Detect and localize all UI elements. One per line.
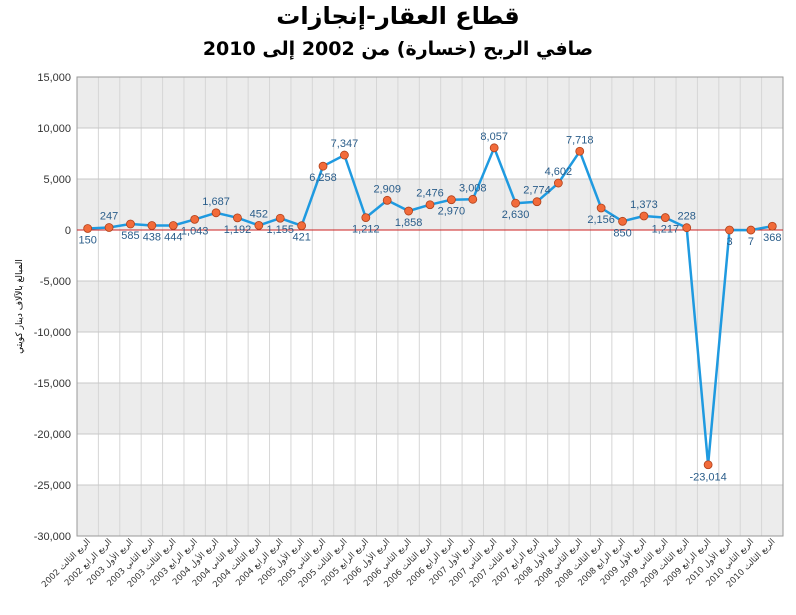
data-label: 2,476 — [416, 188, 444, 200]
data-label: 368 — [763, 232, 781, 244]
data-label: 1,192 — [224, 224, 252, 236]
data-label: 1,687 — [202, 196, 230, 208]
data-point — [511, 198, 520, 208]
data-label: 228 — [678, 211, 696, 223]
data-label: 247 — [100, 210, 118, 222]
y-tick-label: -20,000 — [34, 429, 71, 441]
data-point — [553, 178, 563, 188]
data-label: 2,630 — [502, 209, 530, 221]
data-point — [382, 195, 392, 205]
data-label: 2,909 — [373, 183, 401, 195]
data-point — [425, 200, 435, 210]
data-point — [254, 220, 264, 230]
data-label: 7,718 — [566, 134, 594, 146]
data-label: 2,970 — [438, 206, 466, 218]
data-label: 1,217 — [652, 224, 680, 236]
data-label: 850 — [613, 227, 631, 239]
data-label: 2,774 — [523, 185, 551, 197]
data-point — [639, 211, 649, 221]
data-point — [361, 213, 371, 223]
data-point — [703, 460, 713, 470]
data-point — [318, 161, 328, 171]
plot-band — [77, 230, 783, 281]
data-point — [168, 221, 178, 230]
y-tick-label: -15,000 — [34, 378, 71, 390]
data-point — [83, 224, 93, 233]
data-point — [618, 216, 627, 226]
plot-band — [77, 281, 783, 332]
data-label: 444 — [164, 231, 182, 243]
data-label: 6,258 — [309, 172, 337, 184]
data-point — [767, 221, 777, 231]
data-point — [211, 208, 221, 218]
data-point — [575, 146, 585, 156]
data-point — [233, 213, 242, 223]
data-label: 4,602 — [545, 166, 573, 178]
data-point — [404, 206, 414, 216]
data-point — [190, 214, 200, 224]
y-tick-label: -5,000 — [40, 276, 71, 288]
data-label: 3,008 — [459, 182, 487, 194]
plot-band — [77, 128, 783, 179]
data-point — [746, 225, 756, 235]
data-point — [446, 195, 456, 205]
data-label: 438 — [143, 232, 161, 244]
data-point — [682, 223, 692, 233]
data-label: 150 — [79, 234, 97, 246]
y-tick-label: 0 — [65, 225, 71, 237]
data-point — [596, 203, 606, 213]
plot-band — [77, 383, 783, 434]
data-point — [297, 221, 307, 231]
data-point — [104, 223, 114, 232]
data-label: 1,858 — [395, 217, 423, 229]
data-point — [468, 194, 478, 204]
data-point — [725, 225, 734, 235]
data-label: 3 — [726, 236, 732, 248]
y-tick-label: -30,000 — [34, 531, 71, 543]
y-tick-label: -10,000 — [34, 327, 71, 339]
data-label: 452 — [250, 208, 268, 220]
data-label: 421 — [292, 232, 310, 244]
plot-band — [77, 434, 783, 485]
data-point — [147, 221, 157, 230]
data-point — [489, 143, 499, 153]
plot-band — [77, 332, 783, 383]
data-point — [340, 150, 349, 160]
data-point — [532, 197, 542, 207]
y-tick-label: 15,000 — [37, 72, 71, 84]
plot-band — [77, 77, 783, 128]
chart-title: قطاع العقار-إنجازات — [276, 2, 520, 30]
data-label: 1,373 — [630, 199, 658, 211]
data-point — [126, 219, 135, 229]
data-label: 585 — [121, 230, 139, 242]
y-tick-label: 10,000 — [37, 123, 71, 135]
data-label: 1,155 — [266, 224, 294, 236]
data-point — [275, 213, 285, 223]
plot-frame — [76, 76, 784, 537]
plot-band — [77, 485, 783, 536]
data-point — [660, 213, 670, 222]
y-axis-label: المبالغ بالآلاف دينار كويتي — [13, 259, 25, 354]
chart-subtitle: صافي الربح (خسارة) من 2002 إلى 2010 — [202, 38, 594, 60]
data-label: 1,043 — [181, 225, 209, 237]
data-label: 2,156 — [587, 214, 615, 226]
data-label: 1,212 — [352, 224, 380, 236]
data-label: 7 — [748, 236, 754, 248]
data-label: 8,057 — [480, 131, 508, 143]
y-tick-label: 5,000 — [43, 174, 71, 186]
y-tick-label: -25,000 — [34, 480, 71, 492]
data-label: 7,347 — [331, 138, 359, 150]
data-label: -23,014 — [689, 472, 726, 484]
